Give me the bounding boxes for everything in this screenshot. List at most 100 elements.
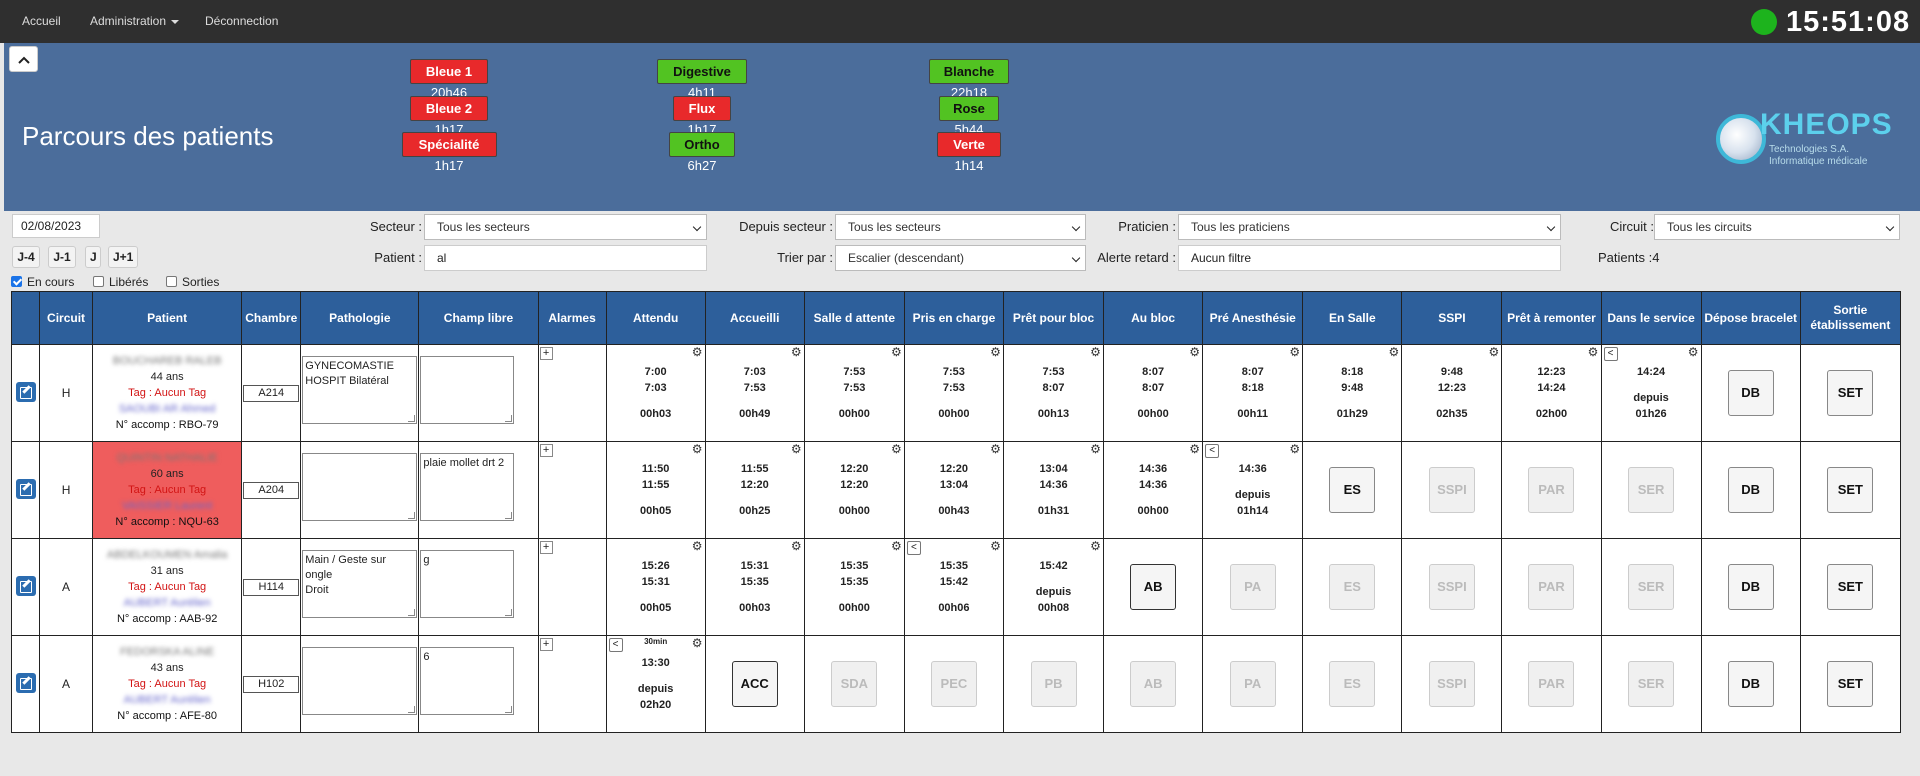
filter-checkbox-2[interactable]: Sorties	[166, 275, 219, 289]
edit-icon[interactable]	[15, 478, 36, 499]
gear-icon[interactable]: ⚙	[790, 442, 802, 456]
patient-cell[interactable]: ABDELKOUMEN Amalia 31 ans Tag : Aucun Tag A…	[92, 538, 243, 636]
gear-icon[interactable]: ⚙	[1189, 345, 1201, 359]
circuit-button-8[interactable]: Verte	[937, 132, 1001, 157]
gear-icon[interactable]: ⚙	[1289, 345, 1301, 359]
champ-libre-textarea[interactable]: plaie mollet drt 2	[420, 453, 515, 521]
date-input[interactable]: 02/08/2023	[12, 214, 100, 238]
action-button-db[interactable]: DB	[1727, 370, 1774, 416]
checkbox-unchecked-icon[interactable]	[93, 276, 104, 287]
alerte-retard-input[interactable]: Aucun filtre	[1178, 245, 1561, 271]
add-alarm-button[interactable]: +	[539, 347, 553, 360]
gear-icon[interactable]: ⚙	[1687, 345, 1699, 359]
action-button-set[interactable]: SET	[1827, 564, 1874, 610]
chevron-left-icon[interactable]: <	[608, 638, 623, 652]
patient-search-input[interactable]: al	[424, 245, 707, 271]
gear-icon[interactable]: ⚙	[1189, 442, 1201, 456]
gear-icon[interactable]: ⚙	[691, 539, 703, 553]
patient-cell[interactable]: FEDORSKA ALINE 43 ans Tag : Aucun Tag AUBER…	[92, 635, 243, 733]
gear-icon[interactable]: ⚙	[1090, 539, 1101, 553]
checkbox-checked-icon[interactable]	[11, 276, 22, 287]
action-button-db[interactable]: DB	[1727, 564, 1774, 610]
room-input[interactable]: A214	[243, 384, 300, 402]
pathologie-textarea[interactable]: GYNECOMASTIE HOSPIT Bilatéral	[302, 356, 418, 424]
nav-admin-menu[interactable]: Administration	[90, 0, 180, 43]
time-end: 15:42	[939, 576, 968, 588]
gear-icon[interactable]: ⚙	[691, 636, 703, 650]
circuit-button-7[interactable]: Rose	[939, 96, 999, 121]
action-button-set[interactable]: SET	[1827, 661, 1874, 707]
day-button-1[interactable]: J-1	[48, 246, 76, 268]
room-input[interactable]: H102	[243, 675, 300, 693]
depuis-secteur-select[interactable]: Tous les secteurs	[835, 214, 1086, 240]
nav-home-link[interactable]: Accueil	[22, 14, 61, 28]
chevron-left-icon[interactable]: <	[1603, 347, 1618, 361]
sort-select[interactable]: Escalier (descendant)	[835, 245, 1086, 271]
champ-libre-textarea[interactable]	[420, 356, 515, 424]
pathologie-textarea[interactable]: Main / Geste sur ongle Droit	[302, 550, 418, 618]
collapse-button[interactable]	[9, 46, 38, 72]
patient-cell[interactable]: BOUCHAREB RALEB 44 ans Tag : Aucun Tag SAOU…	[92, 344, 243, 442]
status-times: 8:07 8:07 00h00	[1104, 364, 1202, 422]
pathologie-textarea[interactable]	[302, 453, 418, 521]
filter-checkbox-0[interactable]: En cours	[11, 275, 74, 289]
secteur-select[interactable]: Tous les secteurs	[424, 214, 707, 240]
room-input[interactable]: A204	[243, 481, 300, 499]
chevron-left-icon[interactable]: <	[906, 541, 921, 555]
add-alarm-button[interactable]: +	[539, 541, 553, 554]
champ-libre-textarea[interactable]: g	[420, 550, 515, 618]
action-button-db[interactable]: DB	[1727, 661, 1774, 707]
status-times: 7:53 8:07 00h13	[1004, 364, 1103, 422]
gear-icon[interactable]: ⚙	[990, 442, 1001, 456]
action-button-set[interactable]: SET	[1827, 467, 1874, 513]
add-alarm-button[interactable]: +	[539, 638, 553, 651]
gear-icon[interactable]: ⚙	[1388, 345, 1400, 359]
action-button-es[interactable]: ES	[1329, 467, 1376, 513]
edit-icon[interactable]	[15, 672, 36, 693]
checkbox-unchecked-icon[interactable]	[166, 276, 177, 287]
gear-icon[interactable]: ⚙	[990, 345, 1001, 359]
circuit-button-0[interactable]: Bleue 1	[410, 59, 488, 84]
edit-icon[interactable]	[15, 575, 36, 596]
filter-checkbox-1[interactable]: Libérés	[93, 275, 148, 289]
champ-libre-textarea[interactable]: 6	[420, 647, 515, 715]
pathologie-textarea[interactable]	[302, 647, 418, 715]
day-button-0[interactable]: J-4	[12, 246, 40, 268]
gear-icon[interactable]: ⚙	[890, 539, 902, 553]
gear-icon[interactable]: ⚙	[691, 345, 703, 359]
gear-icon[interactable]: ⚙	[1488, 345, 1500, 359]
circuit-button-3[interactable]: Digestive	[657, 59, 747, 84]
circuit-button-4[interactable]: Flux	[673, 96, 731, 121]
circuit-button-1[interactable]: Bleue 2	[410, 96, 488, 121]
pathologie-cell	[300, 635, 420, 733]
day-button-2[interactable]: J	[85, 246, 101, 268]
gear-icon[interactable]: ⚙	[1289, 442, 1301, 456]
gear-icon[interactable]: ⚙	[1090, 442, 1101, 456]
circuit-button-2[interactable]: Spécialité	[401, 132, 497, 157]
room-input[interactable]: H114	[243, 578, 300, 596]
action-button-db[interactable]: DB	[1727, 467, 1774, 513]
edit-icon[interactable]	[15, 381, 36, 402]
kheops-logo: KHEOPS Technologies S.A. Informatique mé…	[1716, 108, 1906, 168]
gear-icon[interactable]: ⚙	[890, 345, 902, 359]
gear-icon[interactable]: ⚙	[1587, 345, 1599, 359]
gear-icon[interactable]: ⚙	[790, 539, 802, 553]
add-alarm-button[interactable]: +	[539, 444, 553, 457]
action-button-set[interactable]: SET	[1827, 370, 1874, 416]
action-button-ab[interactable]: AB	[1130, 564, 1177, 610]
chevron-left-icon[interactable]: <	[1205, 444, 1220, 458]
gear-icon[interactable]: ⚙	[990, 539, 1001, 553]
gear-icon[interactable]: ⚙	[890, 442, 902, 456]
circuit-select[interactable]: Tous les circuits	[1654, 214, 1900, 240]
action-button-ser: SER	[1628, 564, 1675, 610]
day-button-3[interactable]: J+1	[108, 246, 138, 268]
circuit-button-6[interactable]: Blanche	[929, 59, 1009, 84]
circuit-button-5[interactable]: Ortho	[669, 132, 735, 157]
nav-logout-link[interactable]: Déconnection	[205, 14, 279, 28]
action-button-acc[interactable]: ACC	[731, 661, 778, 707]
gear-icon[interactable]: ⚙	[691, 442, 703, 456]
gear-icon[interactable]: ⚙	[1090, 345, 1101, 359]
gear-icon[interactable]: ⚙	[790, 345, 802, 359]
praticien-select[interactable]: Tous les praticiens	[1178, 214, 1561, 240]
patient-cell[interactable]: QUINTIN NATHALIE 60 ans Tag : Aucun Tag VAI…	[92, 441, 243, 539]
